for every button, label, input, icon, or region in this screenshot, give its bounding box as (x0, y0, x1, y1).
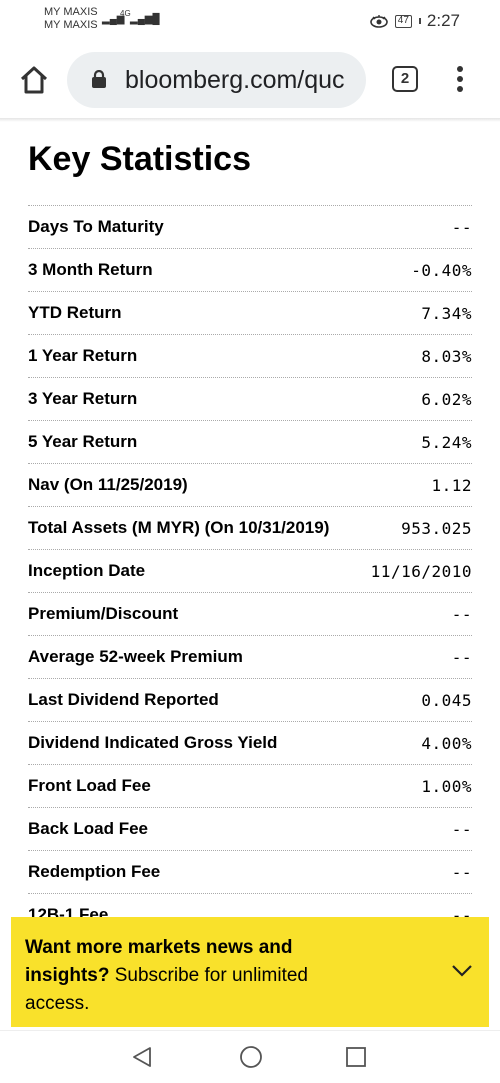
stat-row: Inception Date 11/16/2010 (28, 550, 472, 593)
stat-row: Total Assets (M MYR) (On 10/31/2019) 953.… (28, 507, 472, 550)
url-text: bloomberg.com/quc (125, 66, 345, 94)
stat-row: 5 Year Return 5.24% (28, 421, 472, 464)
stat-row: Last Dividend Reported 0.045 (28, 679, 472, 722)
stat-row: 3 Year Return 6.02% (28, 378, 472, 421)
home-icon[interactable] (18, 64, 50, 96)
stat-value: 1.12 (431, 475, 472, 495)
battery-icon: 47 (394, 14, 412, 28)
stat-value: 6.02% (421, 389, 472, 409)
stat-label: Dividend Indicated Gross Yield (28, 733, 278, 752)
network-type: 4G (120, 9, 131, 18)
stat-value: -- (451, 217, 472, 237)
carrier-2: MY MAXIS (44, 19, 98, 31)
banner-regular-text: Subscribe for unlimited access. (25, 965, 308, 1014)
stat-value: -- (451, 862, 472, 882)
signal-icon-2: ▂▄▆█ (130, 14, 160, 25)
tabs-button[interactable]: 2 (392, 66, 418, 92)
toolbar-divider (0, 118, 500, 122)
recents-icon[interactable] (345, 1046, 367, 1068)
home-circle-icon[interactable] (239, 1045, 263, 1069)
system-nav-bar (0, 1030, 500, 1083)
address-bar[interactable]: bloomberg.com/quc (67, 52, 366, 108)
battery-level: 47 (397, 15, 409, 26)
lock-icon (92, 70, 106, 88)
menu-icon[interactable] (450, 64, 470, 98)
stat-label: Nav (On 11/25/2019) (28, 475, 188, 494)
tab-count: 2 (400, 70, 410, 87)
stat-label: Average 52-week Premium (28, 647, 243, 666)
chevron-down-icon[interactable] (451, 964, 473, 978)
stat-value: 0.045 (421, 690, 472, 710)
stat-label: Inception Date (28, 561, 146, 580)
main-content: Key Statistics Days To Maturity -- 3 Month… (28, 125, 472, 937)
status-bar: MY MAXIS MY MAXIS ▂▄▆ 4G ▂▄▆█ 47 2:27 (0, 0, 500, 44)
signal-icon: ▂▄▆ (102, 14, 125, 25)
stat-label: Premium/Discount (28, 604, 179, 623)
clock: 2:27 (426, 11, 460, 30)
stat-value: -0.40% (411, 260, 472, 280)
stat-label: Front Load Fee (28, 776, 151, 795)
stat-label: YTD Return (28, 303, 122, 322)
subscribe-banner[interactable]: Want more markets news and insights? Sub… (11, 917, 489, 1027)
stat-row: Front Load Fee 1.00% (28, 765, 472, 808)
stats-table: Days To Maturity -- 3 Month Return -0.40% YT… (28, 205, 472, 937)
page-title: Key Statistics (28, 140, 251, 178)
carrier-1: MY MAXIS (44, 6, 98, 18)
stat-label: 3 Month Return (28, 260, 153, 279)
banner-text: Want more markets news and insights? Sub… (25, 934, 355, 1018)
stat-label: Days To Maturity (28, 217, 164, 236)
stat-label: Redemption Fee (28, 862, 161, 881)
stat-value: 7.34% (421, 303, 472, 323)
stat-row: YTD Return 7.34% (28, 292, 472, 335)
stat-value: 8.03% (421, 346, 472, 366)
stat-value: 5.24% (421, 432, 472, 452)
stat-label: Total Assets (M MYR) (On 10/31/2019) (28, 518, 330, 537)
stat-value: -- (451, 819, 472, 839)
back-icon[interactable] (130, 1045, 154, 1069)
stat-row: 3 Month Return -0.40% (28, 249, 472, 292)
carrier-info: MY MAXIS MY MAXIS (44, 6, 98, 32)
banner-bold-text: Want more markets news and insights? (25, 937, 293, 986)
stat-row: Nav (On 11/25/2019) 1.12 (28, 464, 472, 507)
stat-row: Back Load Fee -- (28, 808, 472, 851)
stat-row: Premium/Discount -- (28, 593, 472, 636)
stat-value: -- (451, 647, 472, 667)
browser-toolbar: bloomberg.com/quc 2 (0, 44, 500, 118)
stat-row: Days To Maturity -- (28, 206, 472, 249)
stat-label: 3 Year Return (28, 389, 138, 408)
eye-icon (369, 15, 388, 28)
stat-value: -- (451, 604, 472, 624)
stat-label: 5 Year Return (28, 432, 138, 451)
stat-value: 1.00% (421, 776, 472, 796)
stat-label: Back Load Fee (28, 819, 148, 838)
stat-value: 953.025 (401, 518, 472, 538)
stat-row: Average 52-week Premium -- (28, 636, 472, 679)
stat-label: Last Dividend Reported (28, 690, 219, 709)
stat-value: 11/16/2010 (370, 561, 472, 581)
stat-label: 1 Year Return (28, 346, 138, 365)
stat-row: Dividend Indicated Gross Yield 4.00% (28, 722, 472, 765)
stat-value: 4.00% (421, 733, 472, 753)
stat-row: 1 Year Return 8.03% (28, 335, 472, 378)
stat-row: Redemption Fee -- (28, 851, 472, 894)
